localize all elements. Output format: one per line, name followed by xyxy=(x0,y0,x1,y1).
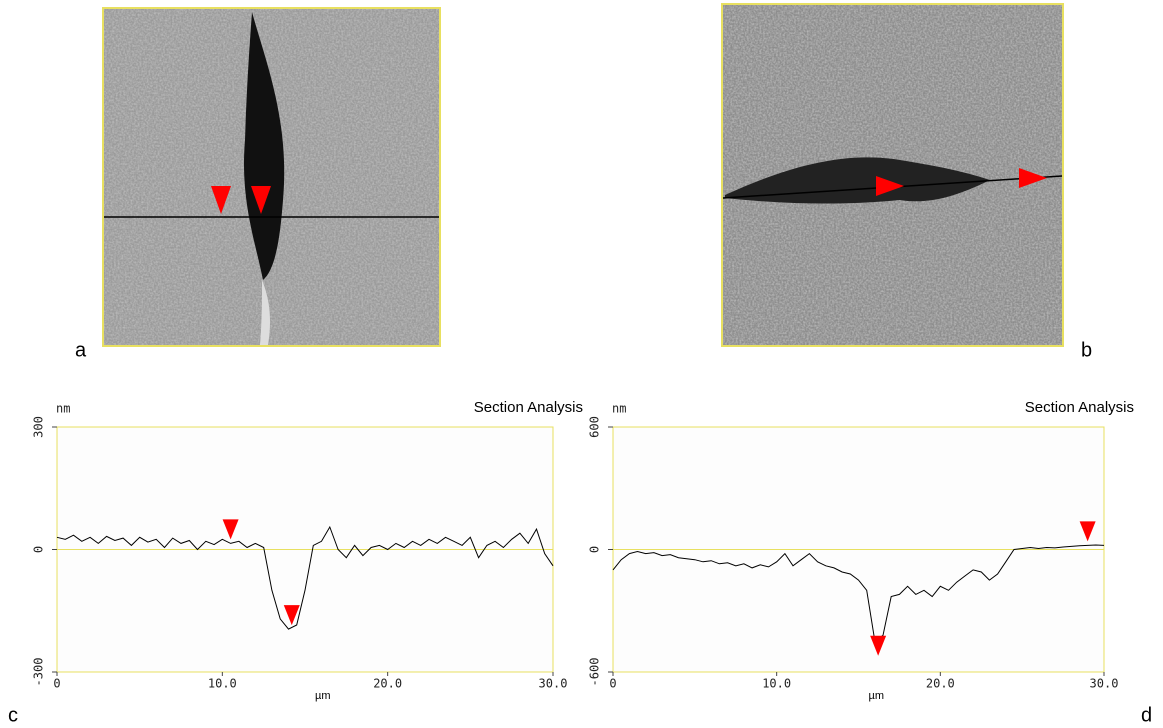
afm-image-b xyxy=(721,3,1064,347)
cursor-marker xyxy=(1079,521,1096,542)
x-tick-label: 0 xyxy=(53,677,60,691)
x-tick-label: 0 xyxy=(609,677,616,691)
x-tick-label: 20.0 xyxy=(926,677,955,691)
y-tick-label: -600 xyxy=(588,658,602,687)
profile-line xyxy=(612,544,1105,643)
chart-title: Section Analysis xyxy=(474,399,583,416)
x-tick-label: 30.0 xyxy=(1090,677,1119,691)
x-axis-label: µm xyxy=(869,690,885,702)
y-tick-label: 0 xyxy=(588,546,602,553)
cursor-marker xyxy=(870,635,887,656)
charts: Section Analysis nm µm -300 0 300 0 10.0 20.0 30.… xyxy=(32,399,1135,702)
y-axis-label: nm xyxy=(56,402,70,416)
y-tick-label: -300 xyxy=(32,658,46,687)
cursor-marker xyxy=(222,519,239,540)
panel-label: d xyxy=(1141,704,1152,726)
panel-label: b xyxy=(1081,339,1092,361)
chart-title: Section Analysis xyxy=(1025,399,1134,416)
panel-label: c xyxy=(8,704,18,726)
profile-line xyxy=(56,525,554,630)
y-tick-label: 600 xyxy=(588,416,602,438)
y-tick-label: 0 xyxy=(32,546,46,553)
y-axis-label: nm xyxy=(612,402,626,416)
cursor-marker xyxy=(283,605,300,626)
x-axis-label: µm xyxy=(315,690,331,702)
x-tick-label: 10.0 xyxy=(208,677,237,691)
panel-label: a xyxy=(75,339,87,361)
afm-image-a xyxy=(102,7,441,347)
x-tick-label: 30.0 xyxy=(539,677,568,691)
y-tick-label: 300 xyxy=(32,416,46,438)
x-tick-label: 10.0 xyxy=(762,677,791,691)
x-tick-label: 20.0 xyxy=(373,677,402,691)
